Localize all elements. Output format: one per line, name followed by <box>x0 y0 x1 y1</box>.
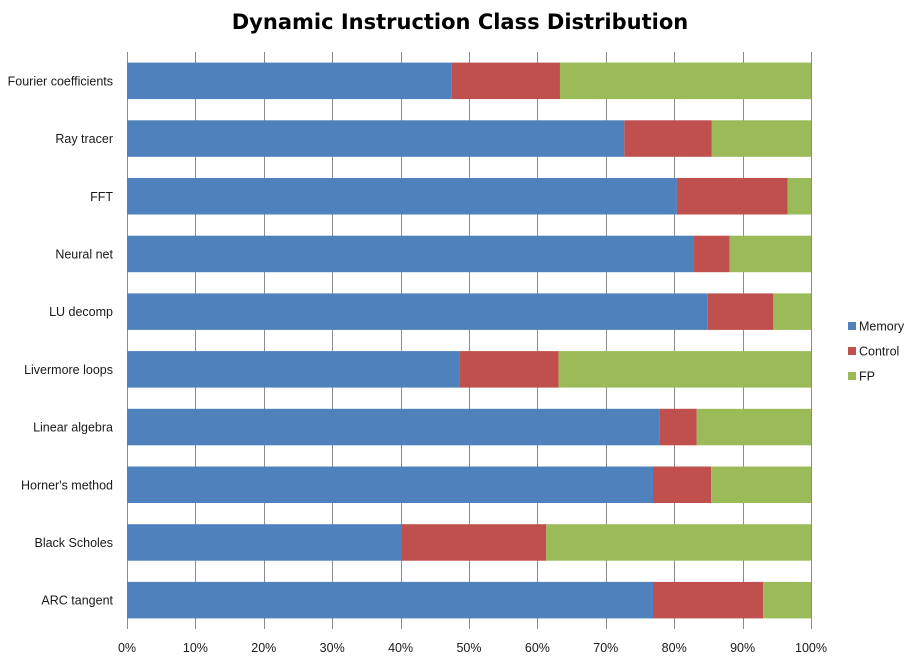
x-tick-label: 10% <box>183 641 208 655</box>
category-label: LU decomp <box>49 305 113 319</box>
x-tick-label: 20% <box>251 641 276 655</box>
x-tick-label: 80% <box>662 641 687 655</box>
category-label: Linear algebra <box>33 421 113 435</box>
category-label: Horner's method <box>21 478 113 492</box>
bar-control-arc-tangent <box>652 581 764 619</box>
x-axis-tick-labels: 0% 10% 20% 30% 40% 50% 60% 70% 80% 90% 100% <box>118 641 827 655</box>
bar-control-black-scholes <box>401 524 547 561</box>
bar-fp-linear-algebra <box>696 408 811 446</box>
bar-fp-lu-decomp <box>773 293 811 330</box>
chart-title: Dynamic Instruction Class Distribution <box>232 10 688 34</box>
bar-control-linear-algebra <box>659 408 697 446</box>
category-label: Livermore loops <box>24 363 113 377</box>
bar-control-fft <box>676 178 788 215</box>
bar-fp-arc-tangent <box>763 581 811 619</box>
bar-fp-black-scholes <box>546 524 811 561</box>
x-tick-label: 50% <box>456 641 481 655</box>
bar-memory-linear-algebra <box>127 408 660 446</box>
bar-memory-ray-tracer <box>127 120 625 157</box>
x-tick-label: 100% <box>795 641 827 655</box>
bar-memory-neural-net <box>127 235 695 273</box>
category-label: FFT <box>90 190 113 204</box>
category-label: Fourier coefficients <box>8 74 113 88</box>
bar-control-horner-s-method <box>652 466 712 503</box>
bar-memory-lu-decomp <box>127 293 708 330</box>
bar-memory-arc-tangent <box>127 581 653 619</box>
legend-label-memory: Memory <box>859 320 905 334</box>
category-label: Black Scholes <box>34 536 113 550</box>
bar-control-fourier-coefficients <box>451 62 560 100</box>
bar-fp-ray-tracer <box>711 120 811 157</box>
x-tick-label: 0% <box>118 641 136 655</box>
bar-control-neural-net <box>694 235 730 273</box>
x-tick-label: 30% <box>320 641 345 655</box>
bar-fp-fft <box>787 178 811 215</box>
bar-memory-fourier-coefficients <box>127 62 452 100</box>
bar-control-lu-decomp <box>707 293 774 330</box>
bar-fp-horner-s-method <box>711 466 811 503</box>
legend: Memory Control FP <box>848 320 905 384</box>
bar-memory-black-scholes <box>127 524 402 561</box>
bar-memory-livermore-loops <box>127 351 460 388</box>
x-tick-label: 90% <box>730 641 755 655</box>
category-label: Ray tracer <box>55 132 113 146</box>
legend-swatch-fp <box>848 372 856 380</box>
category-label: ARC tangent <box>41 594 113 608</box>
x-tick-label: 40% <box>388 641 413 655</box>
bars <box>127 62 811 619</box>
bar-control-livermore-loops <box>459 351 559 388</box>
bar-fp-fourier-coefficients <box>559 62 811 100</box>
x-tick-label: 70% <box>593 641 618 655</box>
bar-memory-horner-s-method <box>127 466 653 503</box>
legend-swatch-control <box>848 347 856 355</box>
bar-fp-livermore-loops <box>558 351 811 388</box>
x-tick-label: 60% <box>525 641 550 655</box>
bar-fp-neural-net <box>729 235 811 273</box>
category-labels: Fourier coefficients Ray tracer FFT Neural … <box>8 74 114 607</box>
bar-control-ray-tracer <box>624 120 712 157</box>
bar-memory-fft <box>127 178 677 215</box>
legend-swatch-memory <box>848 322 856 330</box>
category-label: Neural net <box>55 247 113 261</box>
legend-label-fp: FP <box>859 370 875 384</box>
legend-label-control: Control <box>859 345 899 359</box>
